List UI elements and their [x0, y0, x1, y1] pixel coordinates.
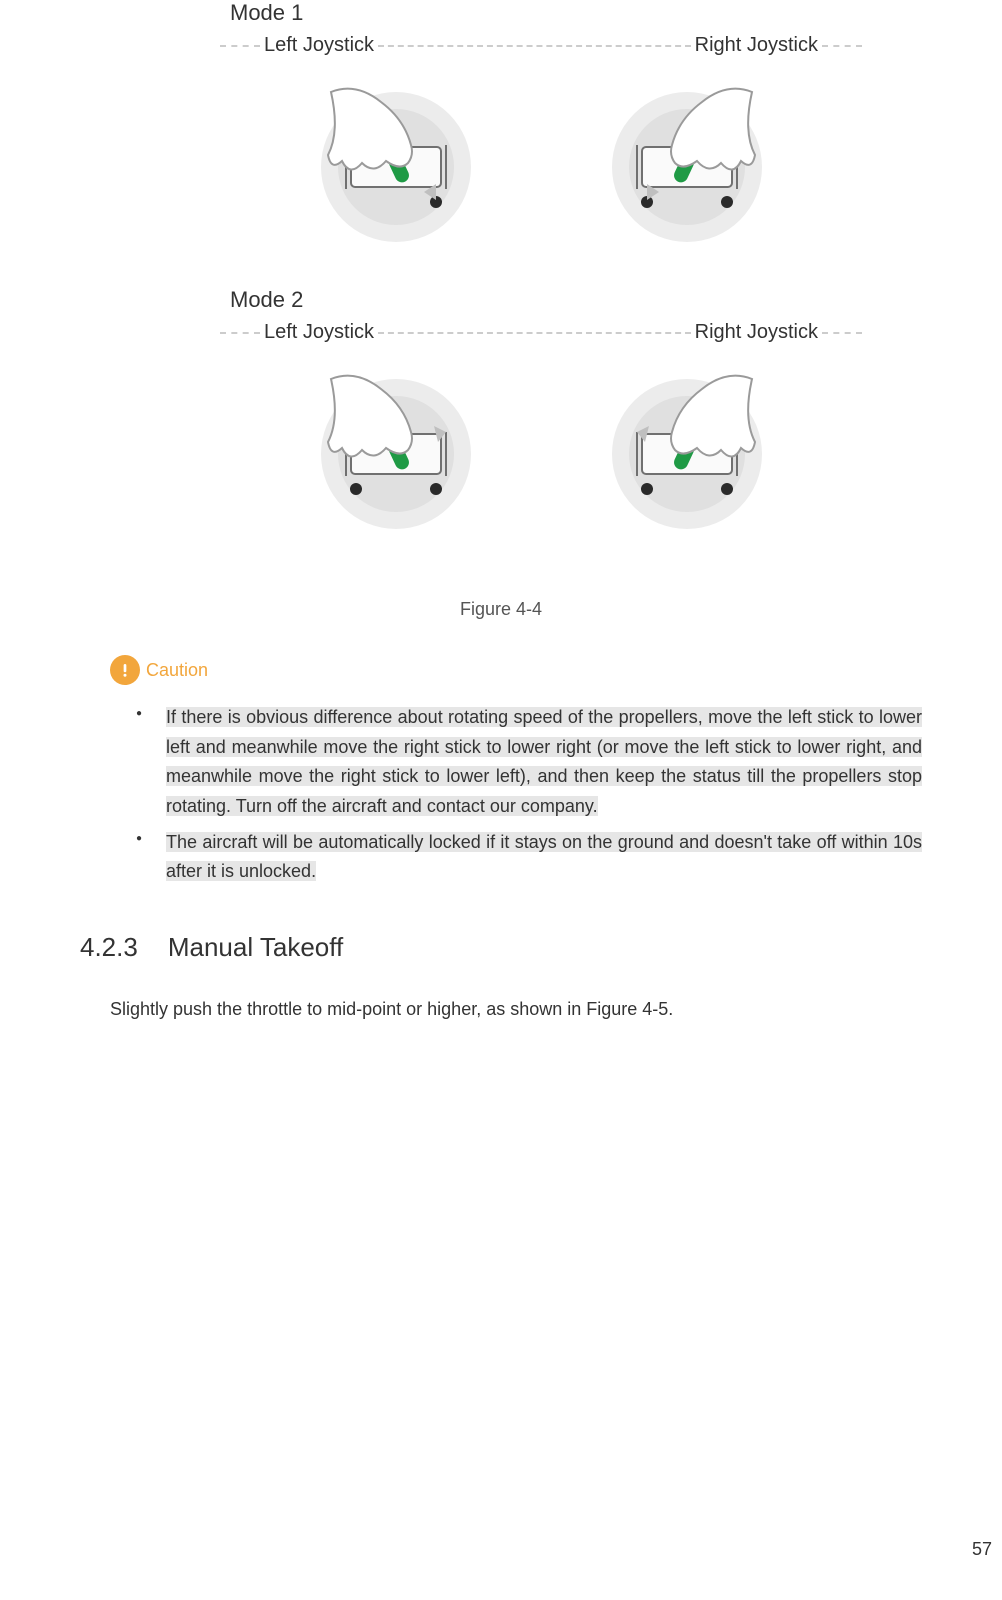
mode1-block: Mode 1 Left Joystick Right Joystick: [80, 0, 922, 287]
caution-text: If there is obvious difference about rot…: [166, 707, 922, 816]
dash-segment: [220, 45, 260, 47]
caution-header: Caution: [110, 655, 922, 685]
section-header: 4.2.3 Manual Takeoff: [80, 932, 922, 963]
exclamation-icon: [116, 661, 134, 679]
section-body: Slightly push the throttle to mid-point …: [80, 995, 922, 1024]
mode2-title: Mode 2: [230, 287, 862, 313]
mode1-header: Left Joystick Right Joystick: [220, 34, 862, 57]
dash-segment: [822, 45, 862, 47]
mode1-left-joystick: [296, 77, 496, 257]
mode2-left-joystick: [296, 364, 496, 544]
mode2-joysticks: [220, 354, 862, 574]
dash-segment: [378, 45, 691, 47]
mode1-right-joystick: [587, 77, 787, 257]
figure-area: Mode 1 Left Joystick Right Joystick: [80, 0, 922, 620]
joystick-illustration-icon: [587, 364, 787, 544]
mode2-right-label: Right Joystick: [691, 321, 822, 344]
figure-caption: Figure 4-4: [80, 599, 922, 620]
mode2-block: Mode 2 Left Joystick Right Joystick: [80, 287, 922, 574]
mode1-right-label: Right Joystick: [691, 34, 822, 57]
caution-block: Caution If there is obvious difference a…: [80, 655, 922, 887]
dash-segment: [220, 332, 260, 334]
mode2-header: Left Joystick Right Joystick: [220, 321, 862, 344]
mode1-title: Mode 1: [230, 0, 862, 26]
caution-list: If there is obvious difference about rot…: [110, 703, 922, 887]
caution-label: Caution: [146, 660, 208, 681]
section-title: Manual Takeoff: [168, 932, 343, 963]
joystick-illustration-icon: [296, 364, 496, 544]
dash-segment: [378, 332, 691, 334]
caution-text: The aircraft will be automatically locke…: [166, 832, 922, 882]
caution-icon: [110, 655, 140, 685]
mode2-right-joystick: [587, 364, 787, 544]
joystick-illustration-icon: [296, 77, 496, 257]
joystick-illustration-icon: [587, 77, 787, 257]
mode2-left-label: Left Joystick: [260, 321, 378, 344]
caution-item: If there is obvious difference about rot…: [148, 703, 922, 822]
mode1-left-label: Left Joystick: [260, 34, 378, 57]
page-number: 57: [972, 1539, 992, 1560]
caution-item: The aircraft will be automatically locke…: [148, 828, 922, 887]
mode1-joysticks: [220, 67, 862, 287]
section-number: 4.2.3: [80, 932, 138, 963]
dash-segment: [822, 332, 862, 334]
